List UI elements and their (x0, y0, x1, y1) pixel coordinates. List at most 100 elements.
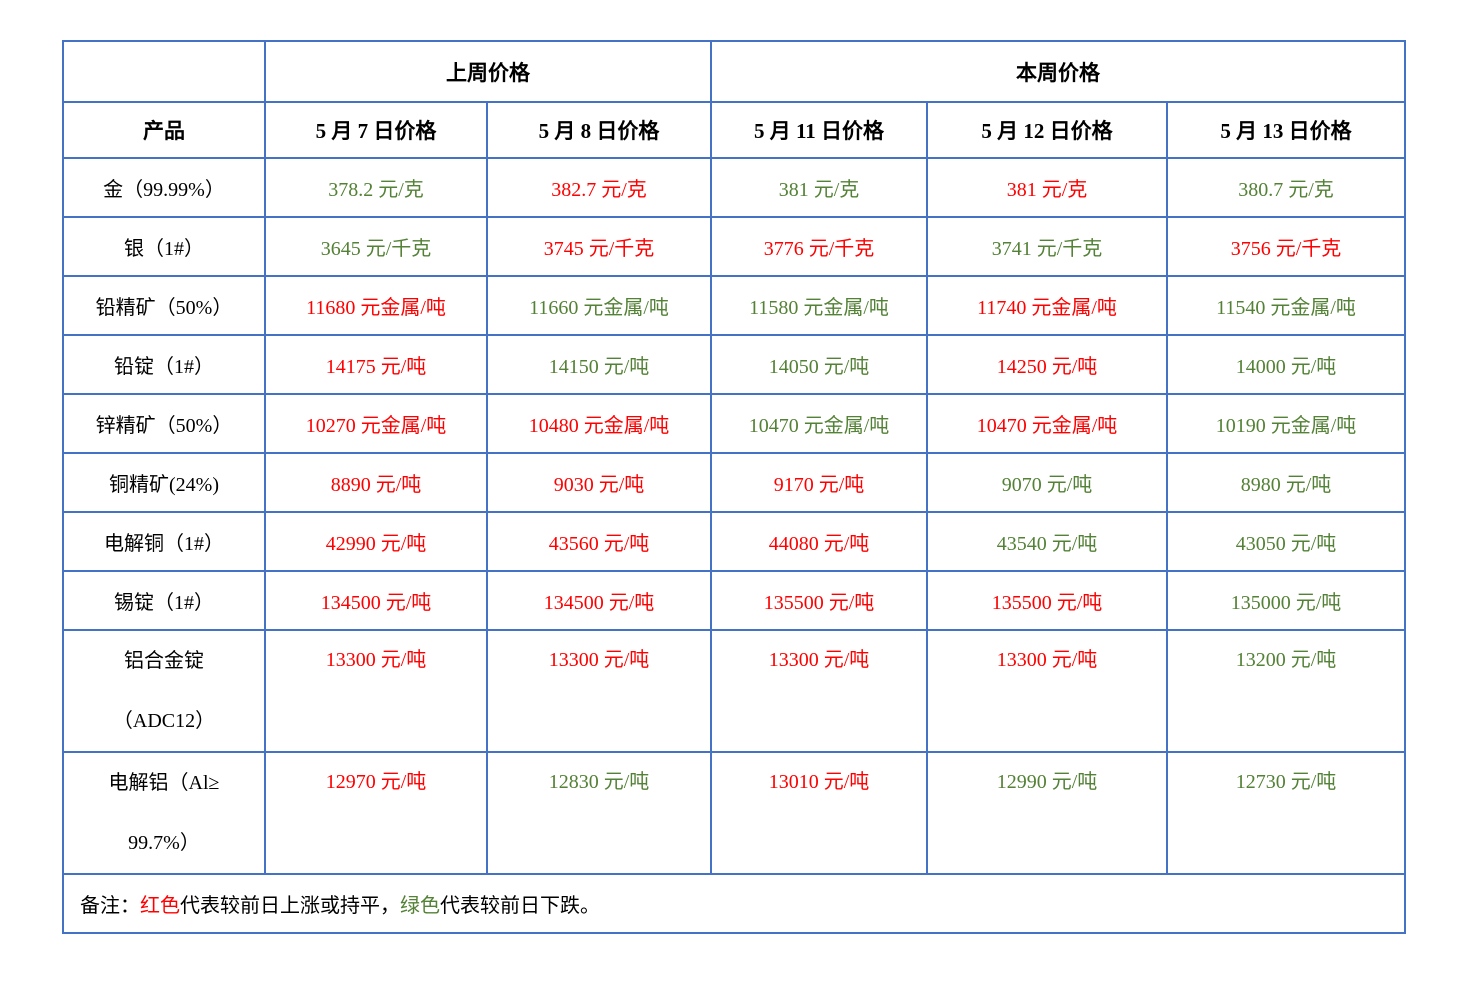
column-header-date-2: 5 月 8 日价格 (486, 101, 712, 159)
product-cell: 锡锭（1#） (62, 570, 266, 631)
price-cell: 44080 元/吨 (710, 511, 928, 572)
column-header-date-4: 5 月 12 日价格 (926, 101, 1168, 159)
product-cell: 铅锭（1#） (62, 334, 266, 395)
price-cell: 13300 元/吨 (926, 629, 1168, 753)
product-cell: 电解铝（Al≥ 99.7%） (62, 751, 266, 875)
price-cell: 3756 元/千克 (1166, 216, 1406, 277)
metal-price-table: 上周价格 本周价格 产品 5 月 7 日价格 5 月 8 日价格 5 月 11 … (62, 40, 1406, 934)
price-cell: 14250 元/吨 (926, 334, 1168, 395)
price-cell: 13300 元/吨 (486, 629, 712, 753)
column-header-date-5: 5 月 13 日价格 (1166, 101, 1406, 159)
product-name: 铅锭（1#） (114, 356, 214, 378)
note-row: 备注：红色代表较前日上涨或持平，绿色代表较前日下跌。 (62, 873, 1406, 934)
price-cell: 10470 元金属/吨 (710, 393, 928, 454)
table-row: 金（99.99%） 378.2 元/克 382.7 元/克 381 元/克 381 元/… (62, 157, 1406, 218)
price-cell: 43540 元/吨 (926, 511, 1168, 572)
table-body: 金（99.99%） 378.2 元/克 382.7 元/克 381 元/克 381 元/… (62, 157, 1406, 875)
table-row: 铅锭（1#） 14175 元/吨 14150 元/吨 14050 元/吨 14250 元… (62, 334, 1406, 395)
blank-corner-cell (62, 40, 266, 103)
column-header-row: 产品 5 月 7 日价格 5 月 8 日价格 5 月 11 日价格 5 月 12… (62, 101, 1406, 159)
price-cell: 43050 元/吨 (1166, 511, 1406, 572)
price-cell: 9070 元/吨 (926, 452, 1168, 513)
column-header-date-3: 5 月 11 日价格 (710, 101, 928, 159)
price-cell: 13200 元/吨 (1166, 629, 1406, 753)
table-row: 电解铜（1#） 42990 元/吨 43560 元/吨 44080 元/吨 43540 … (62, 511, 1406, 572)
price-cell: 382.7 元/克 (486, 157, 712, 218)
product-name: 电解铝（Al≥ (108, 772, 220, 794)
price-cell: 11660 元金属/吨 (486, 275, 712, 336)
price-cell: 43560 元/吨 (486, 511, 712, 572)
table-row: 锌精矿（50%） 10270 元金属/吨 10480 元金属/吨 10470 元金属/… (62, 393, 1406, 454)
note-segment: 备注： (80, 895, 140, 917)
price-cell: 12730 元/吨 (1166, 751, 1406, 875)
price-cell: 13010 元/吨 (710, 751, 928, 875)
note-segment: 绿色 (400, 895, 440, 917)
price-cell: 11740 元金属/吨 (926, 275, 1168, 336)
product-cell: 金（99.99%） (62, 157, 266, 218)
price-cell: 8980 元/吨 (1166, 452, 1406, 513)
price-cell: 378.2 元/克 (264, 157, 488, 218)
product-name: 铝合金锭 (124, 650, 204, 672)
note-cell: 备注：红色代表较前日上涨或持平，绿色代表较前日下跌。 (62, 873, 1406, 934)
price-cell: 13300 元/吨 (264, 629, 488, 753)
price-cell: 11680 元金属/吨 (264, 275, 488, 336)
this-week-group-header: 本周价格 (710, 40, 1406, 103)
product-cell: 电解铜（1#） (62, 511, 266, 572)
price-cell: 381 元/克 (710, 157, 928, 218)
price-cell: 10470 元金属/吨 (926, 393, 1168, 454)
price-cell: 135000 元/吨 (1166, 570, 1406, 631)
price-cell: 135500 元/吨 (926, 570, 1168, 631)
price-cell: 42990 元/吨 (264, 511, 488, 572)
product-name: 锌精矿（50%） (95, 415, 233, 437)
price-cell: 11580 元金属/吨 (710, 275, 928, 336)
note-segment: 代表较前日上涨或持平， (180, 895, 400, 917)
price-cell: 12970 元/吨 (264, 751, 488, 875)
column-header-date-1: 5 月 7 日价格 (264, 101, 488, 159)
product-name: 电解铜（1#） (104, 533, 224, 555)
price-cell: 10190 元金属/吨 (1166, 393, 1406, 454)
price-cell: 10270 元金属/吨 (264, 393, 488, 454)
note-segment: 代表较前日下跌。 (440, 895, 600, 917)
price-cell: 380.7 元/克 (1166, 157, 1406, 218)
table-row: 铝合金锭 （ADC12） 13300 元/吨 13300 元/吨 13300 元/吨 13… (62, 629, 1406, 753)
product-name: （ADC12） (112, 710, 216, 732)
price-cell: 3741 元/千克 (926, 216, 1168, 277)
product-name: 金（99.99%） (103, 179, 225, 201)
price-cell: 134500 元/吨 (486, 570, 712, 631)
price-cell: 3745 元/千克 (486, 216, 712, 277)
price-cell: 134500 元/吨 (264, 570, 488, 631)
price-cell: 9030 元/吨 (486, 452, 712, 513)
product-name: 铜精矿(24%) (109, 474, 219, 496)
product-name: 银（1#） (124, 238, 204, 260)
price-cell: 14000 元/吨 (1166, 334, 1406, 395)
price-cell: 13300 元/吨 (710, 629, 928, 753)
table-row: 银（1#） 3645 元/千克 3745 元/千克 3776 元/千克 3741 元/千… (62, 216, 1406, 277)
group-header-row: 上周价格 本周价格 (62, 40, 1406, 103)
table-row: 铅精矿（50%） 11680 元金属/吨 11660 元金属/吨 11580 元金属/… (62, 275, 1406, 336)
product-name: 99.7%） (128, 832, 200, 854)
table-row: 铜精矿(24%) 8890 元/吨 9030 元/吨 9170 元/吨 9070 元/吨… (62, 452, 1406, 513)
product-cell: 铝合金锭 （ADC12） (62, 629, 266, 753)
product-cell: 铅精矿（50%） (62, 275, 266, 336)
price-cell: 14050 元/吨 (710, 334, 928, 395)
column-header-product: 产品 (62, 101, 266, 159)
price-cell: 12990 元/吨 (926, 751, 1168, 875)
product-cell: 银（1#） (62, 216, 266, 277)
price-cell: 9170 元/吨 (710, 452, 928, 513)
price-cell: 135500 元/吨 (710, 570, 928, 631)
price-cell: 12830 元/吨 (486, 751, 712, 875)
product-name: 锡锭（1#） (114, 592, 214, 614)
price-cell: 14175 元/吨 (264, 334, 488, 395)
note-segment: 红色 (140, 895, 180, 917)
price-cell: 3645 元/千克 (264, 216, 488, 277)
price-cell: 8890 元/吨 (264, 452, 488, 513)
price-cell: 11540 元金属/吨 (1166, 275, 1406, 336)
table-row: 锡锭（1#） 134500 元/吨 134500 元/吨 135500 元/吨 1355… (62, 570, 1406, 631)
price-cell: 10480 元金属/吨 (486, 393, 712, 454)
product-cell: 锌精矿（50%） (62, 393, 266, 454)
last-week-group-header: 上周价格 (264, 40, 712, 103)
product-name: 铅精矿（50%） (95, 297, 233, 319)
product-cell: 铜精矿(24%) (62, 452, 266, 513)
price-cell: 14150 元/吨 (486, 334, 712, 395)
